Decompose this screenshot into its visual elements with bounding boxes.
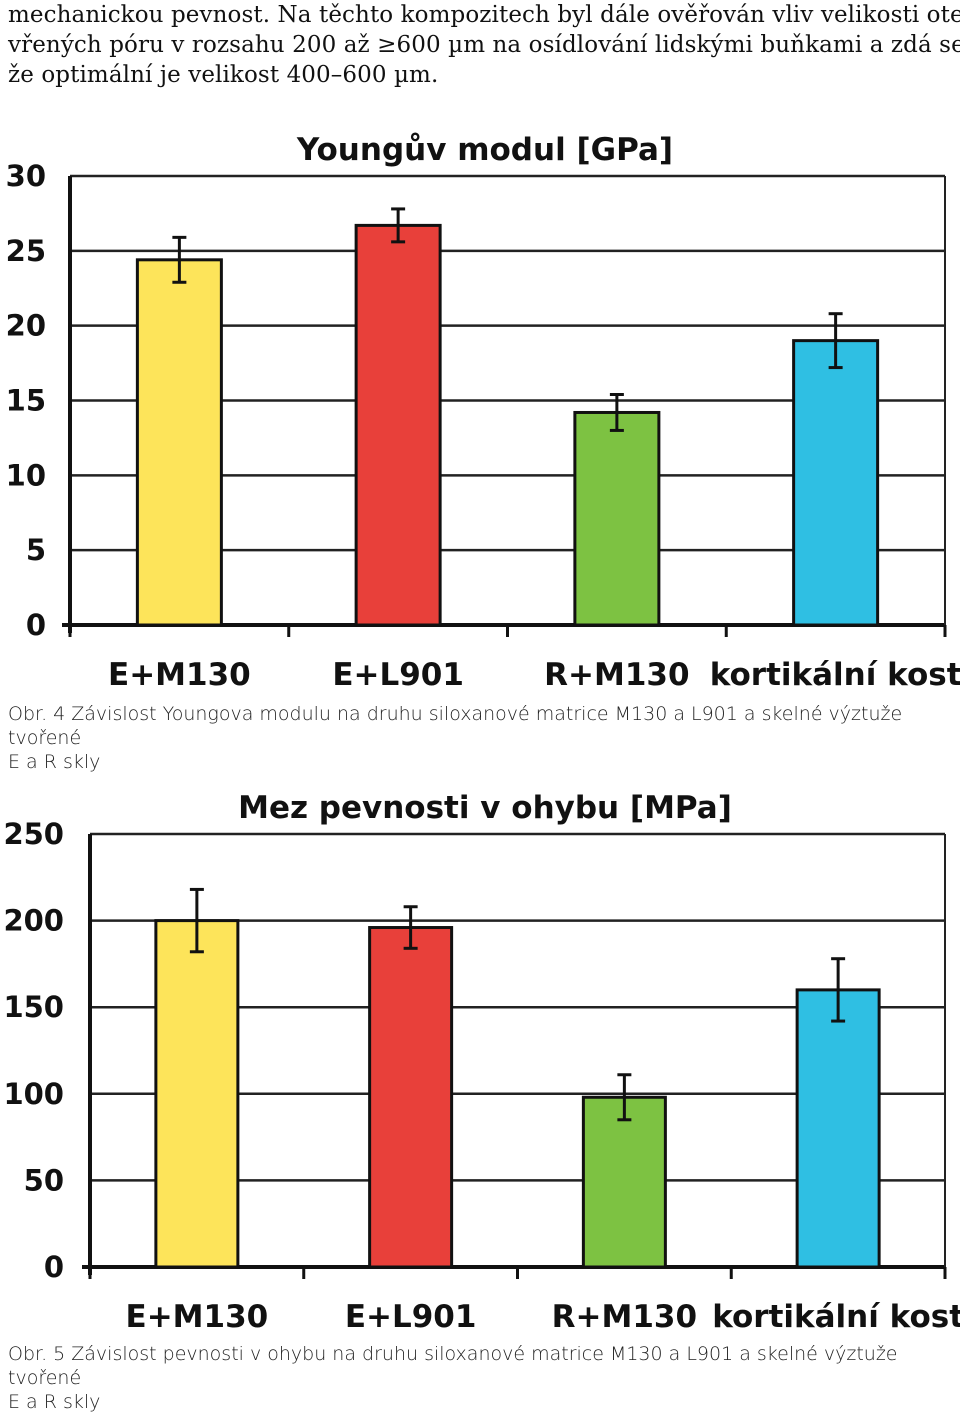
- y-tick-label: 0: [26, 608, 46, 642]
- bar-3: [581, 1095, 667, 1269]
- bar-4: [792, 339, 880, 627]
- category-label: R+M130: [552, 1299, 697, 1335]
- caption-text-line2: E a R skly: [8, 751, 101, 773]
- flexural-strength-chart: Mez pevnosti v ohybu [MPa] 0 50 100 150 200 25…: [3, 790, 960, 1335]
- chart-title: Youngův modul [GPa]: [296, 132, 673, 168]
- category-label: kortikální kost: [712, 1299, 960, 1335]
- category-label: R+M130: [544, 657, 689, 693]
- y-tick-label: 150: [3, 990, 64, 1024]
- y-tick-label: 20: [6, 309, 46, 343]
- category-label: E+L901: [332, 657, 464, 693]
- y-tick-label: 100: [3, 1077, 64, 1111]
- y-tick-label: 250: [3, 817, 64, 851]
- y-tick-label: 5: [26, 533, 46, 567]
- bar-1: [135, 258, 223, 627]
- y-tick-label: 200: [3, 904, 64, 938]
- y-tick-label: 0: [44, 1250, 64, 1284]
- intro-line: že optimální je velikost 400–600 µm.: [8, 62, 439, 88]
- caption-lead: Obr. 4: [8, 703, 66, 725]
- figure-4-caption: Obr. 4 Závislost Youngova modulu na druhu…: [8, 702, 953, 774]
- bar-1: [154, 919, 240, 1269]
- bar-2: [354, 223, 442, 627]
- y-tick-label: 15: [6, 384, 46, 418]
- y-tick-label: 50: [24, 1163, 64, 1197]
- youngs-modulus-chart: Youngův modul [GPa] 0 5 10 15 20 25 30 E+M130 E+L…: [6, 132, 960, 693]
- bar-2: [368, 926, 454, 1269]
- intro-line: vřených póru v rozsahu 200 až ≥600 µm na…: [8, 32, 960, 58]
- y-tick-label: 30: [6, 159, 46, 193]
- bar-3: [573, 410, 661, 627]
- category-label: E+M130: [126, 1299, 269, 1335]
- caption-text: Závislost Youngova modulu na druhu silox…: [8, 703, 903, 749]
- figure-5-caption: Obr. 5 Závislost pevnosti v ohybu na druh…: [8, 1342, 953, 1414]
- category-label: E+M130: [108, 657, 251, 693]
- chart-title: Mez pevnosti v ohybu [MPa]: [238, 790, 732, 826]
- category-label: kortikální kost: [710, 657, 960, 693]
- caption-text: Závislost pevnosti v ohybu na druhu silo…: [8, 1343, 898, 1389]
- intro-text: mechanickou pevnost. Na těchto kompozite…: [8, 0, 960, 90]
- bar-4: [795, 988, 881, 1269]
- intro-line: mechanickou pevnost. Na těchto kompozite…: [8, 2, 960, 28]
- caption-lead: Obr. 5: [8, 1343, 66, 1365]
- y-tick-label: 25: [6, 234, 46, 268]
- y-tick-label: 10: [6, 458, 46, 492]
- category-label: E+L901: [345, 1299, 477, 1335]
